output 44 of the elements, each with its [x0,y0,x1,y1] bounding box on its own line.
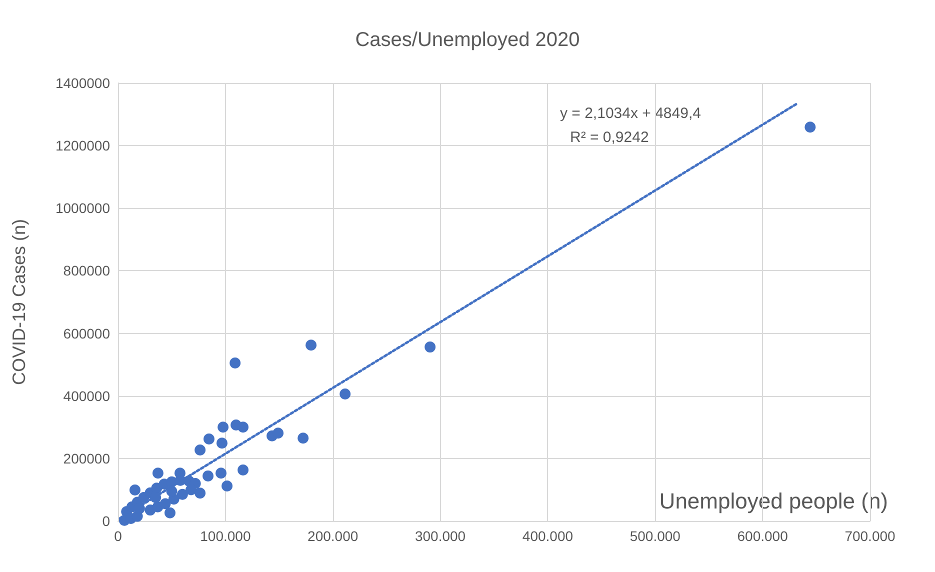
y-tick-label: 400000 [63,388,110,404]
annotation: R² = 0,9242 [570,129,649,146]
annotation: y = 2,1034x + 4849,4 [560,105,701,122]
y-tick-label: 200000 [63,450,110,466]
x-tick-label: 300.000 [414,528,466,544]
x-tick-label: 600.000 [737,528,788,544]
point [194,488,206,499]
point [194,444,206,456]
point [166,486,178,497]
point [129,484,140,496]
point [204,434,214,445]
point [216,438,228,449]
point [804,122,816,133]
x-tick-label: 200.000 [308,528,358,544]
point [238,422,249,433]
point [176,488,188,500]
y-tick-label: 1200000 [55,138,110,154]
point [216,468,227,479]
x-tick-label: 0 [114,528,122,544]
x-tick-label: 500.000 [630,528,681,544]
point [424,342,436,353]
point [202,470,214,482]
x-tick-label: 400.000 [522,528,574,544]
chart-title: Cases/Unemployed 2020 [355,29,580,51]
y-tick-label: 1400000 [55,75,110,91]
point [306,340,317,351]
point [222,480,233,492]
point [218,422,229,433]
point [152,468,164,479]
point [160,498,171,510]
x-tick-label: 700.000 [844,528,896,544]
point [150,492,162,504]
y-axis-title: COVID-19 Cases (n) [9,218,29,386]
point [272,428,284,439]
y-tick-label: 0 [102,513,110,529]
point [340,388,351,400]
y-tick-label: 1000000 [55,200,110,216]
y-tick-label: 800000 [63,262,110,279]
point [164,507,176,518]
point [298,432,309,444]
x-tick-label: 100.000 [200,528,251,544]
point [238,464,249,476]
y-tick-label: 600000 [63,325,110,342]
point [230,358,241,369]
